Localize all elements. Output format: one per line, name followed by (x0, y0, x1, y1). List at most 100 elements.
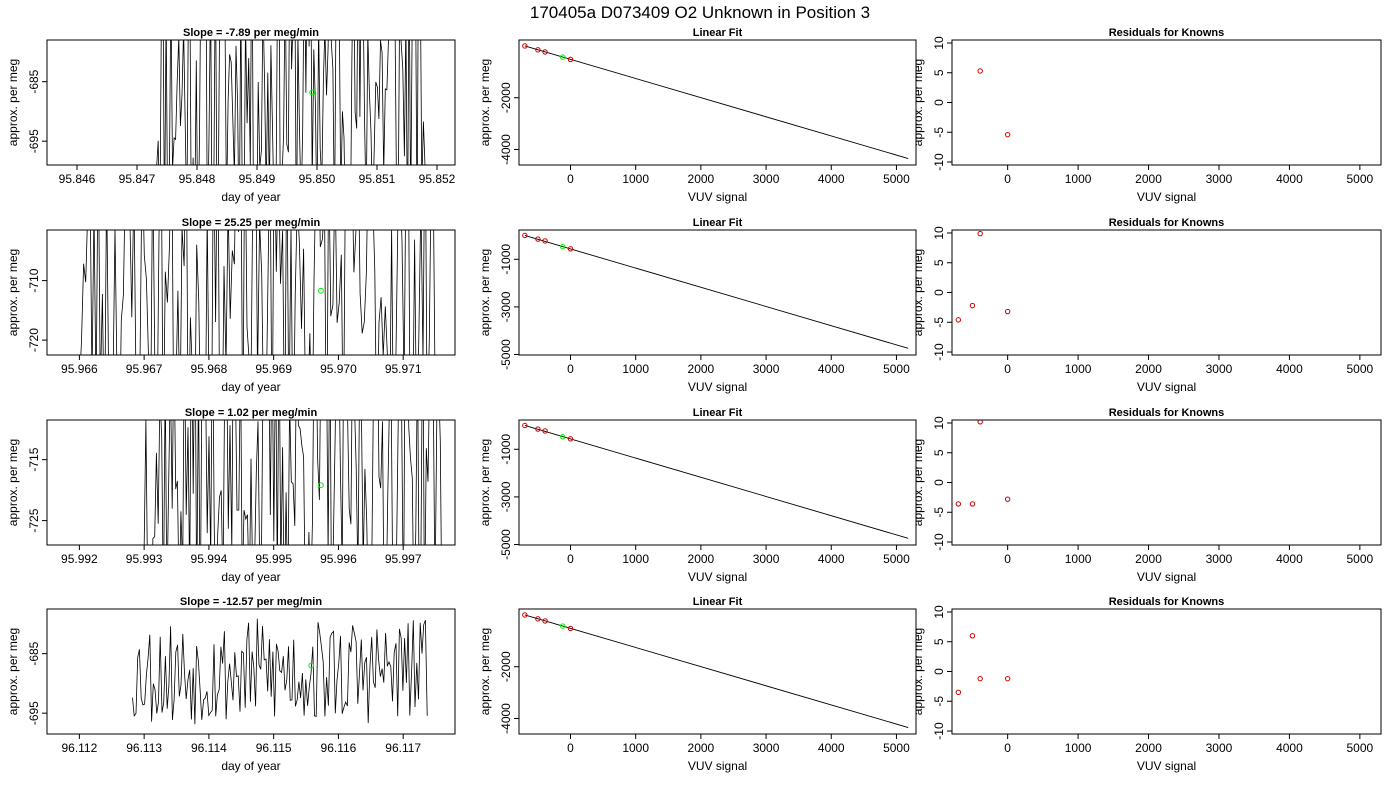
y-axis-label: approx. per meg (6, 249, 20, 336)
plot-frame (951, 39, 1382, 166)
x-tick-label: 1000 (1065, 741, 1092, 755)
residual-point (1004, 131, 1011, 138)
known-point (542, 49, 548, 55)
x-tick-label: 3000 (1206, 552, 1233, 566)
x-tick-label: 5000 (883, 362, 910, 376)
y-tick-label: 10 (932, 36, 946, 50)
x-axis-label: day of year (221, 759, 280, 773)
panels-group: Slope = -7.89 per meg/min 95.846 95.847 95.… (6, 27, 1382, 773)
x-tick-label: 4000 (818, 362, 845, 376)
plot-frame (46, 39, 456, 166)
plot-frame (518, 419, 917, 546)
x-tick-label: 0 (567, 172, 574, 186)
x-tick-label: 95.995 (255, 552, 292, 566)
y-tick-label: 0 (932, 668, 946, 675)
residual-point (955, 317, 962, 323)
y-tick-label: -5 (932, 127, 946, 138)
x-tick-label: 96.117 (385, 741, 421, 755)
panel-resid-3: Residuals for Knowns 0 1000 2000 3000 4000 500… (911, 407, 1382, 584)
plot-area (955, 230, 1011, 323)
plot-area (522, 612, 909, 728)
y-tick-label: -5 (932, 507, 946, 518)
plot-frame (951, 608, 1382, 735)
x-tick-label: 5000 (1347, 362, 1374, 376)
x-tick-label: 95.851 (359, 172, 396, 186)
x-tick-label: 95.969 (255, 362, 292, 376)
y-tick-label: -2000 (499, 651, 513, 682)
x-tick-label: 2000 (1135, 552, 1162, 566)
panel-title: Slope = -7.89 per meg/min (183, 27, 319, 39)
x-tick-label: 0 (1004, 172, 1011, 186)
x-tick-label: 0 (567, 362, 574, 376)
x-tick-label: 4000 (818, 552, 845, 566)
known-point (522, 232, 528, 239)
unknown-point (559, 433, 566, 440)
y-tick-label: -720 (27, 328, 41, 352)
x-tick-label: 4000 (1276, 741, 1303, 755)
residual-point (977, 420, 983, 425)
y-tick-label: 0 (932, 289, 946, 296)
fit-line (524, 614, 909, 728)
known-point (535, 616, 541, 622)
x-axis-label: VUV signal (1137, 190, 1196, 204)
x-axis-label: VUV signal (1137, 570, 1196, 584)
plot-frame (46, 229, 456, 356)
plot-area (156, 40, 426, 165)
y-tick-label: -10 (932, 343, 946, 361)
x-tick-label: 96.113 (126, 741, 162, 755)
x-axis-label: day of year (221, 190, 280, 204)
x-tick-label: 3000 (1206, 172, 1233, 186)
y-axis-label: approx. per meg (911, 439, 925, 526)
y-tick-label: -695 (27, 701, 41, 725)
y-tick-label: -10 (932, 722, 946, 740)
y-axis-label: approx. per meg (478, 628, 492, 715)
residual-point (969, 302, 976, 309)
plot-area (143, 420, 442, 545)
panel-title: Residuals for Knowns (1109, 27, 1225, 39)
y-axis-label: approx. per meg (478, 59, 492, 146)
fit-line (524, 425, 909, 539)
unknown-point (318, 482, 324, 489)
y-tick-label: -685 (27, 69, 41, 93)
panel-resid-1: Residuals for Knowns 0 1000 2000 3000 4000 500… (911, 27, 1382, 204)
panel-fit-3: Linear Fit 0 1000 2000 3000 4000 5000 -1000 -300… (478, 407, 917, 584)
x-axis-label: VUV signal (1137, 759, 1196, 773)
known-point (535, 236, 541, 242)
y-tick-label: 10 (932, 226, 946, 240)
x-tick-label: 96.115 (256, 741, 292, 755)
panel-title: Linear Fit (693, 217, 743, 229)
residual-point (977, 675, 983, 682)
unknown-point (559, 54, 566, 60)
y-tick-label: -725 (27, 508, 41, 532)
x-tick-label: 5000 (883, 172, 910, 186)
x-axis-label: VUV signal (688, 190, 747, 204)
y-tick-label: -4000 (499, 134, 513, 165)
known-point (542, 238, 548, 244)
y-tick-label: 10 (932, 416, 946, 430)
x-tick-label: 0 (1004, 362, 1011, 376)
x-tick-label: 95.997 (385, 552, 422, 566)
x-axis-label: VUV signal (688, 380, 747, 394)
x-tick-label: 95.992 (61, 552, 98, 566)
y-axis-label: approx. per meg (6, 439, 20, 526)
y-axis-label: approx. per meg (911, 59, 925, 146)
x-axis-label: day of year (221, 570, 280, 584)
residual-point (1004, 496, 1011, 502)
x-tick-label: 1000 (1065, 552, 1092, 566)
x-tick-label: 5000 (883, 741, 910, 755)
y-tick-label: 10 (932, 605, 946, 619)
x-tick-label: 0 (567, 741, 574, 755)
y-axis-label: approx. per meg (6, 628, 20, 715)
x-tick-label: 96.112 (61, 741, 97, 755)
panel-fit-2: Linear Fit 0 1000 2000 3000 4000 5000 -1000 -300… (478, 217, 917, 394)
x-tick-label: 2000 (688, 172, 715, 186)
x-tick-label: 3000 (753, 552, 780, 566)
plot-frame (46, 608, 456, 735)
residual-point (955, 689, 962, 696)
x-tick-label: 95.968 (191, 362, 228, 376)
y-axis-label: approx. per meg (478, 439, 492, 526)
plot-area (80, 230, 436, 355)
x-tick-label: 96.114 (191, 741, 227, 755)
x-tick-label: 5000 (1347, 552, 1374, 566)
x-tick-label: 1000 (622, 741, 649, 755)
